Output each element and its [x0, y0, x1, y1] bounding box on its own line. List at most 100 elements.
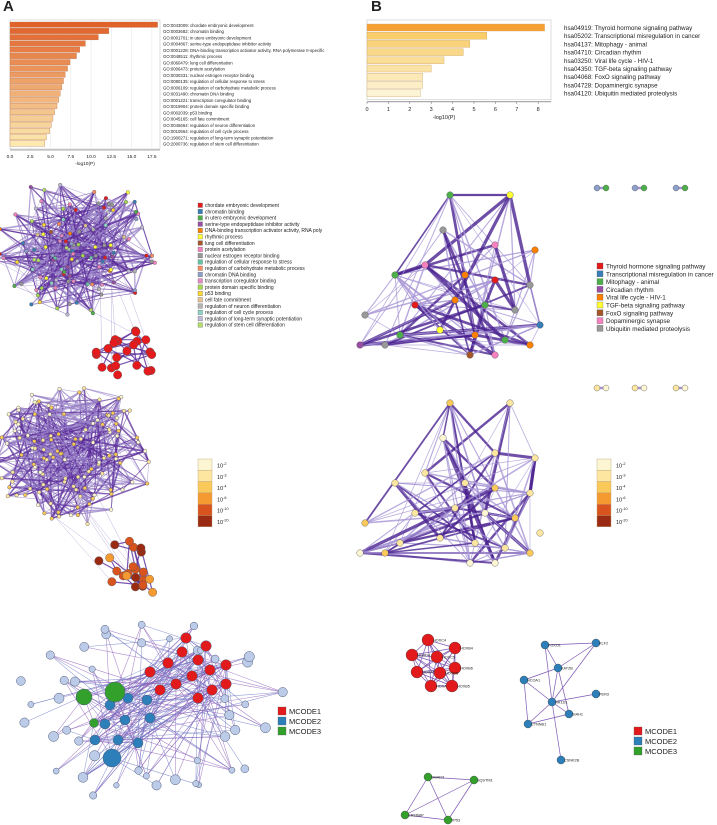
- network-node: [146, 459, 151, 464]
- pvalue-legend-a-swatch: [197, 470, 213, 482]
- ppi-node: [134, 766, 143, 775]
- ppi-node: [27, 701, 35, 708]
- network-edge: [399, 457, 536, 544]
- network-node: [57, 221, 62, 226]
- ppi-edge: [146, 675, 193, 701]
- network-edge: [484, 512, 531, 554]
- network-edge: [37, 504, 110, 559]
- network-node: [66, 279, 71, 284]
- network-edge: [359, 194, 451, 346]
- ppi-node: [243, 651, 255, 663]
- pvalue-legend-b-exponent: -10: [622, 507, 628, 511]
- network-node: [436, 534, 444, 542]
- chart-a-category-label: GO:0031490: chromatin DNA binding: [163, 92, 235, 97]
- network-edge: [50, 228, 94, 233]
- network-edge: [51, 407, 136, 570]
- network-node: [491, 559, 499, 567]
- ppi-edge: [93, 645, 207, 724]
- ppi-edge: [146, 698, 225, 701]
- pvalue-legend-b-label: 10-20: [616, 519, 628, 527]
- network-edge: [48, 405, 119, 432]
- ppi-node: [141, 694, 153, 706]
- network-node: [21, 241, 26, 246]
- ppi-edge: [195, 683, 227, 784]
- network-node: [140, 225, 145, 230]
- chart-b-category-label: hsa03250: Viral life cycle - HIV-1: [564, 58, 654, 65]
- ppi-node: [77, 772, 89, 783]
- network-node: [89, 255, 94, 260]
- network-edge: [494, 487, 531, 554]
- network-edge: [41, 200, 156, 264]
- network-edge: [77, 243, 97, 257]
- chart-a-category-label: GO:0001228: DNA-binding transcription ac…: [163, 48, 325, 53]
- pvalue-legend-a-exponent: -10: [223, 507, 229, 511]
- legend-a-swatch: [197, 265, 203, 271]
- network-node: [531, 246, 539, 254]
- network-node: [47, 412, 52, 417]
- pvalue-legend-b-label: 10-10: [616, 507, 628, 515]
- network-edge: [98, 288, 135, 291]
- network-node: [75, 505, 80, 510]
- mcode2-edge: [551, 642, 597, 703]
- legend-a-label: regulation of neuron differentiation: [205, 304, 281, 310]
- network-node: [0, 252, 2, 256]
- ppi-edge: [149, 671, 213, 691]
- network-edge: [6, 443, 92, 470]
- network-edge: [399, 511, 486, 545]
- ppi-edge: [91, 669, 113, 759]
- ppi-node: [89, 734, 101, 746]
- network-edge: [25, 224, 45, 252]
- network-node: [593, 384, 601, 392]
- network-node: [111, 208, 116, 213]
- network-edge: [57, 294, 102, 309]
- ppi-edge: [104, 629, 129, 699]
- network-node: [48, 501, 53, 506]
- panel-letter-b: B: [371, 0, 382, 15]
- network-node: [12, 428, 17, 433]
- network-edge: [13, 221, 33, 287]
- network-edge: [442, 437, 506, 549]
- ppi-node: [48, 731, 59, 742]
- mcode-legend-a-label: MCODE2: [289, 717, 321, 726]
- network-edge: [27, 388, 61, 436]
- network-node: [109, 202, 114, 207]
- ppi-edge: [224, 683, 227, 737]
- network-edge: [364, 274, 396, 316]
- chart-b-bar: [366, 89, 421, 97]
- network-node: [93, 253, 98, 258]
- network-edge: [442, 229, 476, 336]
- network-node: [16, 422, 21, 427]
- network-edge: [359, 492, 531, 554]
- mcode1-node: [424, 679, 438, 693]
- network-edge: [414, 303, 496, 357]
- legend-b-swatch: [596, 262, 604, 270]
- network-edge: [504, 284, 531, 341]
- ppi-edge: [197, 645, 207, 699]
- ppi-node: [53, 692, 65, 704]
- ppi-node: [104, 681, 126, 703]
- ppi-node: [79, 642, 90, 652]
- network-node: [451, 296, 459, 304]
- chart-a-category-label: GO:2000736: regulation of stem cell diff…: [163, 142, 259, 147]
- ppi-node: [240, 764, 250, 774]
- chart-a-bar: [9, 121, 52, 128]
- network-node: [526, 489, 534, 497]
- network-node: [120, 487, 125, 492]
- ppi-node: [180, 632, 192, 644]
- chart-b-bar: [366, 81, 423, 89]
- pvalue-legend-a-swatch: [197, 515, 213, 528]
- network-node: [145, 481, 150, 486]
- network-edge: [115, 354, 152, 367]
- legend-a-label: cell fate commitment: [205, 298, 251, 304]
- network-node: [127, 408, 132, 413]
- network-edge: [399, 324, 541, 336]
- network-node: [116, 428, 121, 433]
- mcode3-gene-label: CREBBP: [408, 814, 424, 818]
- network-edge: [0, 262, 146, 341]
- network-edge: [359, 542, 401, 554]
- network-node: [681, 184, 689, 192]
- mcode1-gene-label: HOXA4: [436, 685, 449, 689]
- network-node: [23, 493, 28, 498]
- network-edge: [394, 274, 486, 306]
- pvalue-legend-b-exponent: -2: [622, 462, 625, 466]
